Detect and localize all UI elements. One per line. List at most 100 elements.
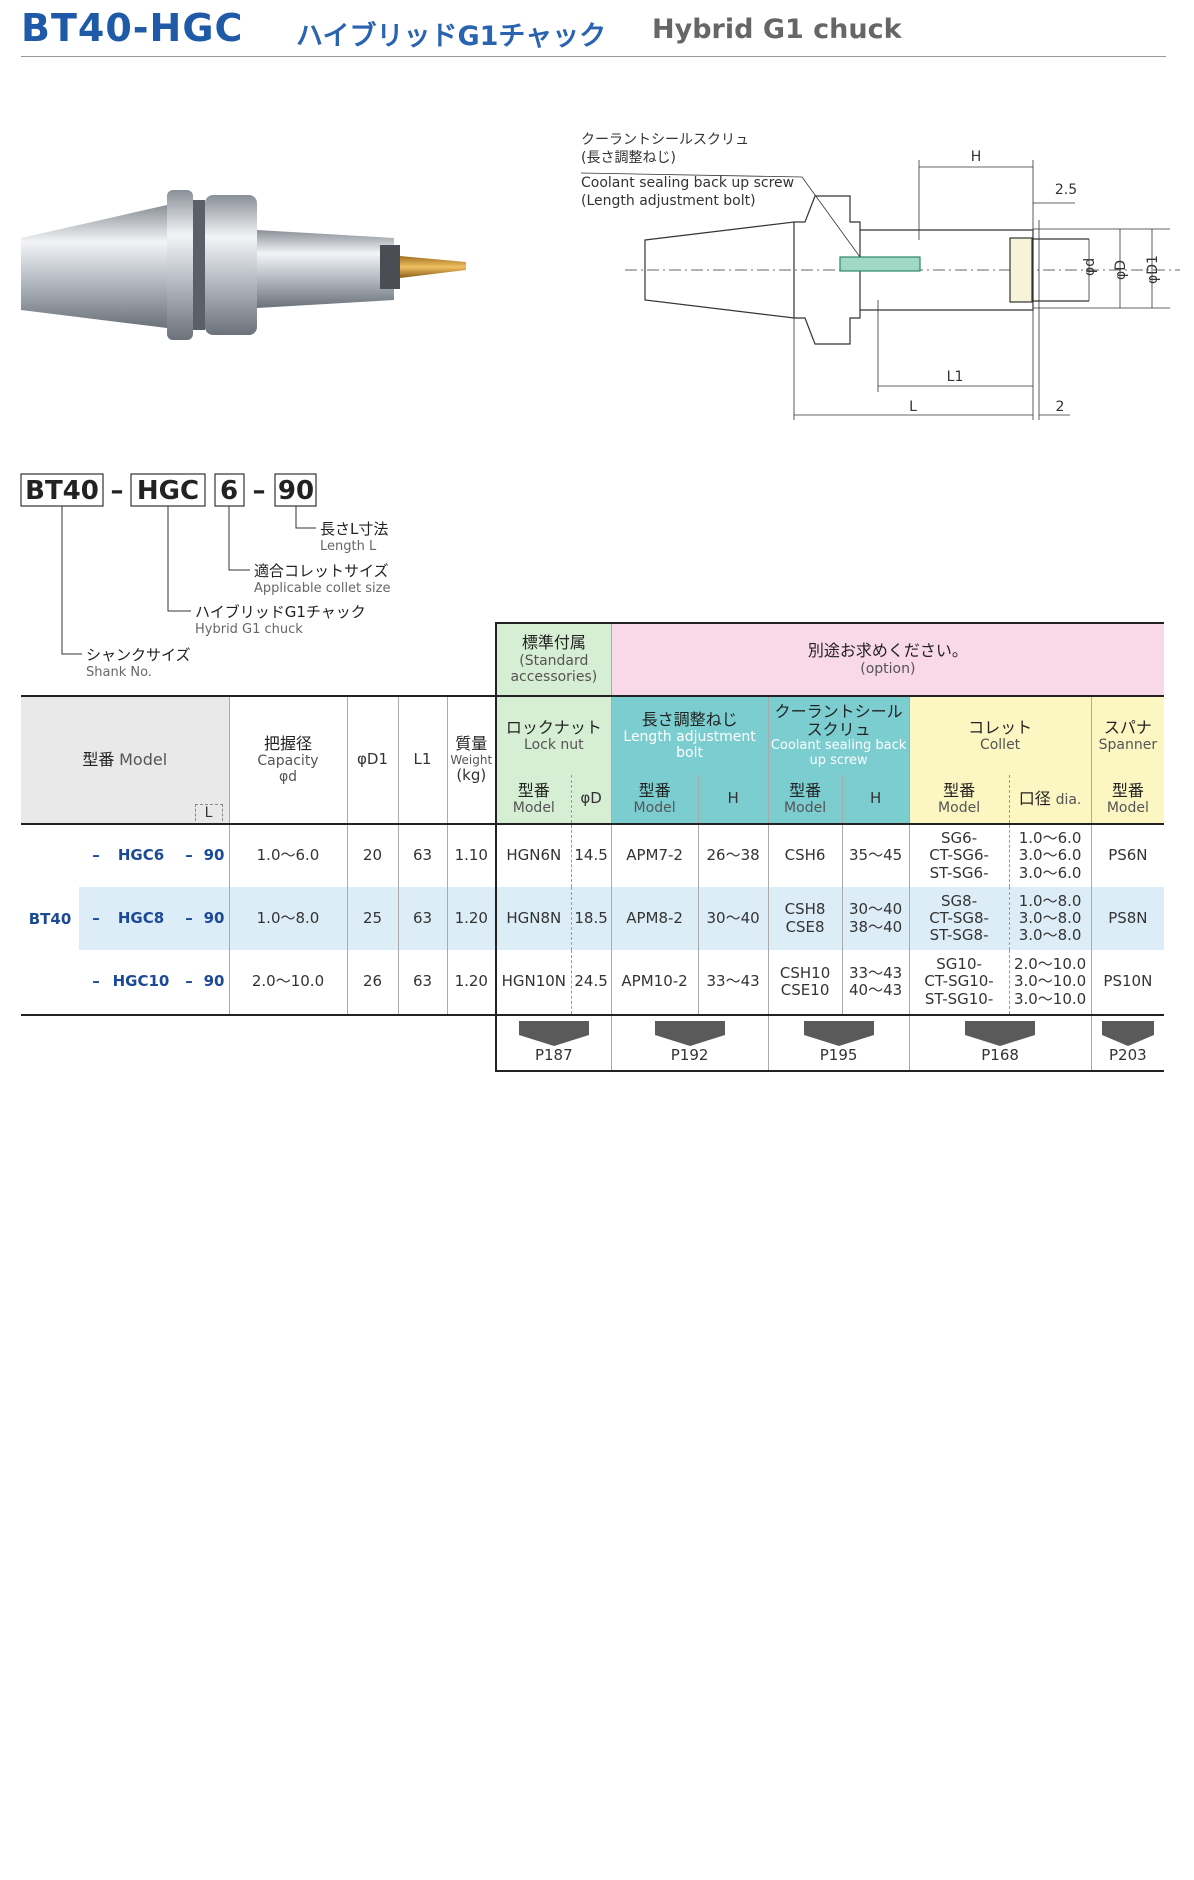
dim-label: φD1 (1145, 255, 1161, 284)
callout: (Length adjustment bolt) (581, 193, 756, 209)
cell-line: SG8- (941, 891, 978, 910)
data-cell: 20 (346, 823, 398, 887)
header-text: (option) (860, 660, 916, 677)
header-text: dia. (1055, 791, 1082, 808)
product-photo (21, 190, 466, 340)
model-part: – (92, 846, 100, 865)
cell-line: 3.0～8.0 (1018, 926, 1082, 945)
cell-line: CT-SG8- (929, 908, 989, 927)
data-cell: 1.0～6.0 (228, 823, 347, 887)
data-cell: SG10- CT-SG10- ST-SG10- (908, 950, 1010, 1015)
header-text: Model (938, 800, 981, 817)
header-cell: スパナ Spanner (1090, 696, 1165, 775)
reference-cell: P187 (495, 1014, 612, 1072)
header-text: コレット (968, 717, 1033, 737)
header-text: Collet (979, 737, 1021, 754)
reference-arrow (803, 1021, 874, 1047)
header-text: Model (1106, 800, 1149, 817)
data-cell: 26 (346, 950, 398, 1015)
reference-row: P187 P192 P195 P168 P203 (21, 1014, 1165, 1072)
model-cell: – HGC10–90 (79, 950, 229, 1015)
header-text: (kg) (456, 766, 487, 785)
header-cell: 把握径 Capacity φd (228, 696, 347, 824)
section-drawing (580, 160, 1180, 420)
header-text: 型番 (789, 780, 822, 800)
model-part: HGC10 (112, 972, 170, 991)
cell-line: 1.0～8.0 (1018, 891, 1082, 910)
subheader-cell: 型番 Model (908, 775, 1010, 824)
header-text: Model (633, 800, 676, 817)
shank-cell: BT40 (21, 823, 79, 1015)
cell-line: SG10- (936, 955, 982, 974)
data-cell: 1.20 (446, 887, 497, 950)
header-text: 標準付属 (521, 633, 586, 653)
data-cell: HGN10N (495, 950, 572, 1015)
subheader-cell: 型番 Model (495, 775, 572, 824)
reference-label: P187 (534, 1046, 573, 1065)
cell-line: 2.0～10.0 (1013, 955, 1087, 974)
data-cell: PS6N (1090, 823, 1165, 887)
header-cell: L1 (397, 696, 447, 824)
arrow-shape (654, 1021, 725, 1047)
spacer (21, 1014, 497, 1071)
legend-ja: ハイブリッドG1チャック (195, 603, 366, 621)
cell-line: 38～40 (848, 917, 903, 936)
reference-cell: P168 (908, 1014, 1092, 1072)
arrow-shape (1101, 1021, 1154, 1047)
subheader-cell: 型番 Model (767, 775, 843, 824)
legend-ja: 適合コレットサイズ (254, 562, 389, 580)
callout: (長さ調整ねじ) (581, 150, 676, 166)
header-text: 型番 (82, 749, 115, 769)
header-text: Model (512, 800, 555, 817)
data-cell: 14.5 (570, 823, 612, 887)
cell-line: CT-SG6- (929, 846, 989, 865)
arrow-shape (803, 1021, 874, 1047)
dim-label: φD (1113, 260, 1129, 280)
cell-line: ST-SG6- (929, 863, 989, 882)
model-part: – (185, 908, 193, 927)
data-cell: 1.10 (446, 823, 497, 887)
cell-line: CSH8 (784, 900, 826, 919)
header-text: Coolant sealing back up screw (770, 738, 907, 769)
cell-line: ST-SG10- (924, 989, 994, 1008)
header-text: φd (278, 769, 298, 786)
rule (21, 56, 1166, 57)
title-en: Hybrid G1 chuck (652, 14, 902, 45)
cell-line: 30～40 (848, 900, 903, 919)
data-cell: 26～38 (697, 823, 769, 887)
dim-label: L1 (947, 369, 964, 385)
header-text: 質量 (455, 734, 488, 754)
table-row: – HGC8–90 1.0～8.0 25 63 1.20 HGN8N 18.5 APM8-2 30… (21, 887, 1165, 950)
data-cell: 25 (346, 887, 398, 950)
header-text: L (194, 803, 223, 821)
data-cell: 30～40 (697, 887, 769, 950)
header-text: Model (784, 800, 827, 817)
data-cell: APM8-2 (610, 887, 699, 950)
model-part: – (92, 908, 100, 927)
header-cell: φD1 (346, 696, 398, 824)
reference-arrow (1101, 1021, 1154, 1047)
arrow-shape (518, 1021, 589, 1047)
reference-label: P203 (1109, 1046, 1147, 1065)
header-text: Weight (450, 752, 493, 767)
header-text: 把握径 (263, 733, 312, 753)
data-cell: PS8N (1090, 887, 1165, 950)
legend-ja: 長さL寸法 (320, 520, 388, 538)
header-cell: クーラントシールスクリュ Coolant sealing back up scre… (767, 696, 910, 775)
code-part: HGC (137, 476, 199, 506)
arrow-shape (965, 1021, 1036, 1047)
reference-arrow (654, 1021, 725, 1047)
legend-en: Applicable collet size (254, 581, 391, 596)
cell-line: 3.0～8.0 (1018, 908, 1082, 927)
header-cell: 質量 Weight (kg) (446, 696, 497, 824)
data-cell: 35～45 (841, 823, 910, 887)
header-text: 口径 (1018, 788, 1051, 808)
cell-line: CSH10 (779, 963, 831, 982)
cell-line: SG6- (941, 829, 978, 848)
reference-arrow (518, 1021, 589, 1047)
legend-en: Length L (320, 539, 377, 554)
model-part: HGC6 (117, 846, 165, 865)
table-row: – HGC10–90 2.0～10.0 26 63 1.20 HGN10N 24.5 APM10… (21, 950, 1165, 1015)
table-row: BT40– HGC6–90 1.0～6.0 20 63 1.10 HGN6N 14.5 APM7… (21, 823, 1165, 1015)
reference-cell: P203 (1090, 1014, 1165, 1072)
